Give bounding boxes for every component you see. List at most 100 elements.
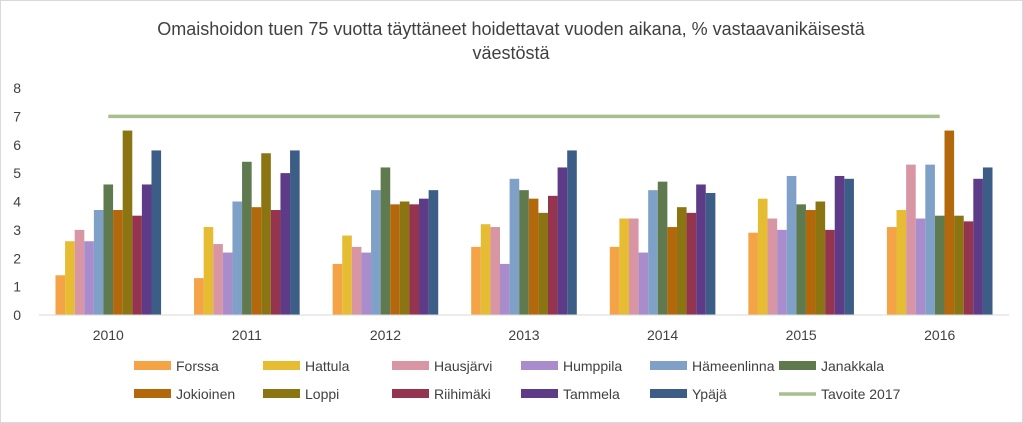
bar	[500, 263, 510, 315]
bar	[280, 173, 291, 315]
bar	[290, 150, 300, 315]
bar	[834, 175, 845, 315]
legend-swatch	[134, 361, 171, 370]
bar	[490, 227, 500, 315]
bar	[122, 130, 133, 315]
bar	[705, 192, 716, 315]
legend-swatch	[134, 389, 171, 398]
legend-swatch	[650, 361, 687, 370]
x-axis: 2010 2011 2012 2013 2014 2015 2016	[93, 327, 956, 343]
bar	[915, 218, 926, 315]
bar	[151, 150, 162, 315]
y-tick-label: 5	[13, 165, 21, 181]
bar	[342, 235, 352, 315]
bar	[65, 241, 75, 315]
bar	[696, 184, 706, 315]
y-axis: 0 1 2 3 4 5 6 7 8	[13, 80, 21, 323]
bar	[509, 178, 520, 315]
legend-label: Ypäjä	[692, 386, 727, 402]
bar	[332, 263, 343, 315]
bar	[619, 218, 629, 315]
chart-title-line-1: Omaishoidon tuen 75 vuotta täyttäneet ho…	[157, 19, 865, 39]
y-tick-label: 0	[13, 307, 21, 323]
bar	[896, 210, 907, 315]
bar	[886, 227, 897, 315]
bar	[528, 198, 539, 315]
x-tick-label: 2015	[786, 327, 817, 343]
bar	[777, 229, 787, 315]
bar	[74, 229, 85, 315]
legend-label: Jokioinen	[176, 386, 235, 402]
bar	[567, 150, 577, 315]
bar	[815, 201, 826, 315]
bar	[141, 184, 152, 315]
legend-label: Janakkala	[821, 358, 884, 374]
bar	[55, 275, 66, 315]
y-tick-label: 4	[13, 194, 21, 210]
bar	[844, 178, 854, 315]
bar	[232, 201, 243, 315]
x-tick-label: 2011	[232, 327, 262, 343]
legend-swatch	[263, 361, 300, 370]
bar	[648, 190, 658, 315]
x-tick-label: 2013	[508, 327, 539, 343]
legend-label: Hattula	[305, 358, 350, 374]
bar	[667, 227, 677, 315]
bar	[786, 175, 797, 315]
bar	[538, 212, 548, 315]
bar	[934, 215, 945, 315]
legend-swatch	[263, 389, 300, 398]
chart-title-line-2: väestöstä	[472, 43, 550, 63]
bar	[113, 210, 123, 315]
legend-swatch	[650, 389, 687, 398]
bar	[203, 227, 214, 315]
bar	[270, 210, 281, 315]
x-tick-label: 2014	[647, 327, 678, 343]
bar	[973, 178, 983, 315]
bar	[519, 190, 529, 315]
x-tick-label: 2016	[924, 327, 955, 343]
bar	[557, 167, 568, 315]
bar	[796, 204, 806, 315]
bar	[251, 207, 262, 315]
bar	[767, 218, 778, 315]
y-tick-label: 2	[13, 250, 21, 266]
bar	[399, 201, 410, 315]
bar	[361, 252, 372, 315]
legend-swatch	[521, 361, 558, 370]
y-tick-label: 7	[13, 108, 21, 124]
bar	[954, 215, 964, 315]
bar	[925, 164, 935, 315]
bar	[657, 181, 668, 315]
bar	[548, 195, 558, 315]
bar	[222, 252, 233, 315]
bar	[638, 252, 649, 315]
legend-swatch	[779, 361, 816, 370]
legend-label: Tammela	[563, 386, 620, 402]
legend-label: Forssa	[176, 358, 219, 374]
bar	[963, 221, 974, 315]
bar	[471, 246, 481, 315]
bar	[480, 224, 491, 315]
bar	[261, 153, 271, 315]
bar	[380, 167, 391, 315]
bar	[748, 232, 758, 315]
bar	[419, 198, 429, 315]
legend-label: Riihimäki	[434, 386, 491, 402]
bar	[676, 207, 687, 315]
bar	[351, 246, 362, 315]
legend-swatch	[392, 361, 429, 370]
y-tick-label: 8	[13, 80, 21, 96]
y-tick-label: 3	[13, 222, 21, 238]
bar	[213, 244, 223, 315]
bar	[906, 164, 916, 315]
bar	[982, 167, 993, 315]
bar	[371, 190, 381, 315]
bar	[757, 198, 768, 315]
bar	[242, 161, 252, 315]
bar	[390, 204, 400, 315]
x-tick-label: 2012	[370, 327, 401, 343]
bar	[628, 218, 639, 315]
bar	[194, 278, 204, 315]
